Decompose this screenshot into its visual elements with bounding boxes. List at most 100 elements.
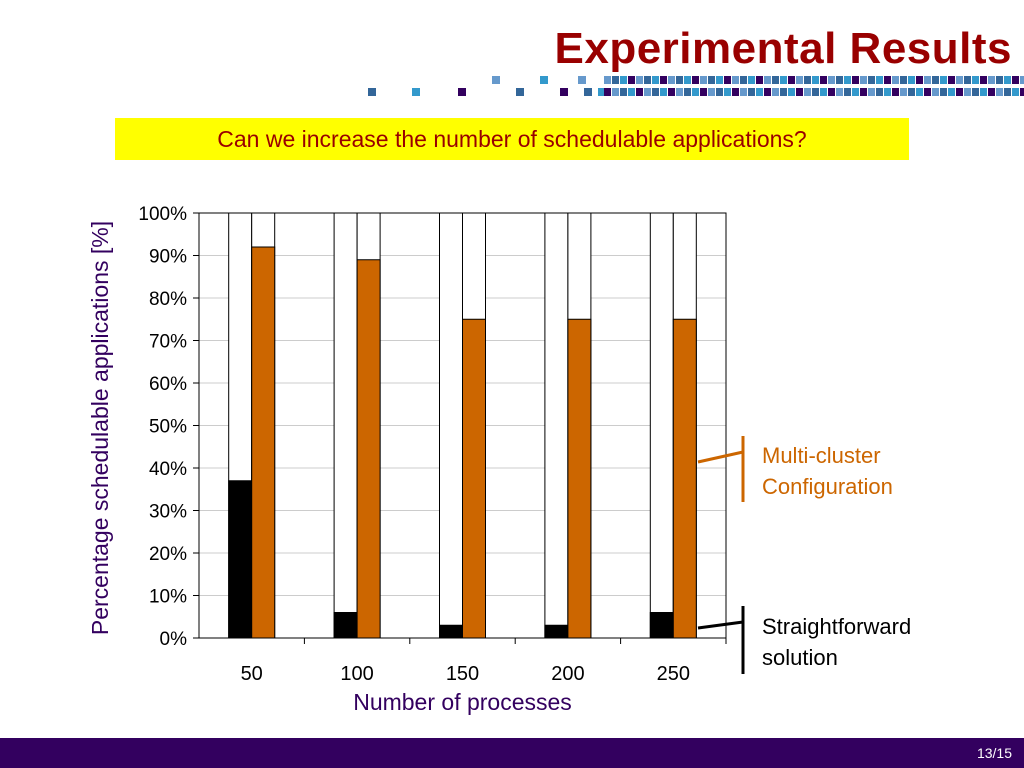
header-square [636,88,643,96]
header-square [458,88,466,96]
header-square [780,88,787,96]
header-square [980,76,987,84]
y-axis-label: Percentage schedulable applications [%] [87,221,113,635]
header-square [732,76,739,84]
header-square [828,88,835,96]
header-square [820,76,827,84]
y-tick-label: 80% [149,289,187,310]
header-square [684,88,691,96]
header-square [652,76,659,84]
y-tick-label: 50% [149,417,187,438]
bar [439,624,463,639]
header-square [716,76,723,84]
bar [462,318,486,639]
header-square [700,76,707,84]
question-text: Can we increase the number of schedulabl… [217,125,807,152]
header-square [940,76,947,84]
header-square [560,88,568,96]
slide-title: Experimental Results [554,24,1012,73]
header-square [748,88,755,96]
legend-label-straightforward: Straightforward [762,614,911,639]
header-square [1004,88,1011,96]
header-square [620,88,627,96]
header-square [772,88,779,96]
header-square [692,88,699,96]
header-square [732,88,739,96]
header-square [948,88,955,96]
header-square [716,88,723,96]
header-square [884,88,891,96]
bar-chart: 0% 10% 20% 30% 40% 50% 60% 70% 80% 90% 100% 50 100 15… [87,204,911,715]
header-square [932,76,939,84]
header-square [940,88,947,96]
bar [333,612,358,639]
header-square [584,88,592,96]
header-square [924,88,931,96]
header-square [764,88,771,96]
header-decoration [368,76,1024,96]
header-square [636,76,643,84]
bar [228,480,253,639]
x-tick-label: 250 [657,663,690,685]
bar [356,259,381,639]
header-square [612,76,619,84]
header-square [956,88,963,96]
header-square [900,88,907,96]
header-square [1020,88,1024,96]
header-square [540,76,548,84]
header-square [956,76,963,84]
header-square [964,88,971,96]
y-tick-label: 20% [149,544,187,565]
header-square [804,88,811,96]
header-square [668,88,675,96]
header-square [708,88,715,96]
header-square [612,88,619,96]
header-square [908,88,915,96]
header-square [756,88,763,96]
y-tick-label: 0% [160,629,188,650]
header-square [796,88,803,96]
header-square [844,88,851,96]
header-square [812,76,819,84]
header-square [996,76,1003,84]
header-square [860,76,867,84]
header-square [516,88,524,96]
header-square [684,76,691,84]
header-square [368,88,376,96]
header-square [598,88,606,96]
x-tick-label: 50 [241,663,263,685]
header-square [1012,76,1019,84]
header-square [620,76,627,84]
header-square [860,88,867,96]
header-square [748,76,755,84]
question-banner: Can we increase the number of schedulabl… [115,118,909,160]
header-square [852,76,859,84]
y-tick-label: 30% [149,502,187,523]
header-square [796,76,803,84]
bar-background [333,212,358,639]
header-square [876,88,883,96]
bar [544,624,569,639]
legend-pointer-straightforward [697,620,744,630]
header-square [972,88,979,96]
header-square [700,88,707,96]
header-square [676,76,683,84]
header-square [812,88,819,96]
header-square [916,76,923,84]
header-square [980,88,987,96]
header-square [820,88,827,96]
header-square [972,76,979,84]
header-square [852,88,859,96]
header-square [764,76,771,84]
header-square [652,88,659,96]
header-square [756,76,763,84]
header-square [900,76,907,84]
header-square [908,76,915,84]
header-square [772,76,779,84]
x-tick-label: 100 [340,663,373,685]
header-square [1020,76,1024,84]
header-square [948,76,955,84]
header-square [740,88,747,96]
header-square [604,88,611,96]
y-tick-label: 70% [149,332,187,353]
